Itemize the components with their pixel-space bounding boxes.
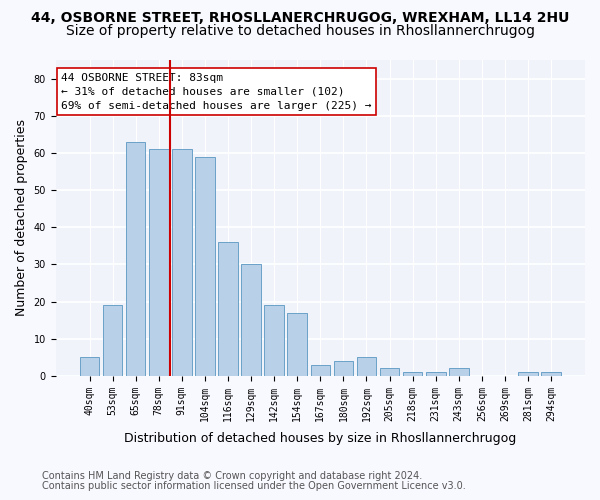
Bar bbox=[103, 306, 122, 376]
Text: Contains HM Land Registry data © Crown copyright and database right 2024.: Contains HM Land Registry data © Crown c… bbox=[42, 471, 422, 481]
Bar bbox=[80, 358, 100, 376]
Bar bbox=[334, 361, 353, 376]
Bar bbox=[241, 264, 261, 376]
Bar bbox=[426, 372, 446, 376]
Text: 44, OSBORNE STREET, RHOSLLANERCHRUGOG, WREXHAM, LL14 2HU: 44, OSBORNE STREET, RHOSLLANERCHRUGOG, W… bbox=[31, 11, 569, 25]
Bar bbox=[403, 372, 422, 376]
Bar bbox=[380, 368, 400, 376]
Bar bbox=[518, 372, 538, 376]
Bar bbox=[541, 372, 561, 376]
X-axis label: Distribution of detached houses by size in Rhosllannerchrugog: Distribution of detached houses by size … bbox=[124, 432, 517, 445]
Text: 44 OSBORNE STREET: 83sqm
← 31% of detached houses are smaller (102)
69% of semi-: 44 OSBORNE STREET: 83sqm ← 31% of detach… bbox=[61, 72, 371, 110]
Bar bbox=[265, 306, 284, 376]
Bar bbox=[287, 312, 307, 376]
Y-axis label: Number of detached properties: Number of detached properties bbox=[15, 120, 28, 316]
Bar bbox=[449, 368, 469, 376]
Bar bbox=[172, 149, 191, 376]
Bar bbox=[195, 156, 215, 376]
Bar bbox=[149, 149, 169, 376]
Bar bbox=[126, 142, 145, 376]
Bar bbox=[311, 365, 330, 376]
Text: Size of property relative to detached houses in Rhosllannerchrugog: Size of property relative to detached ho… bbox=[65, 24, 535, 38]
Text: Contains public sector information licensed under the Open Government Licence v3: Contains public sector information licen… bbox=[42, 481, 466, 491]
Bar bbox=[356, 358, 376, 376]
Bar bbox=[218, 242, 238, 376]
